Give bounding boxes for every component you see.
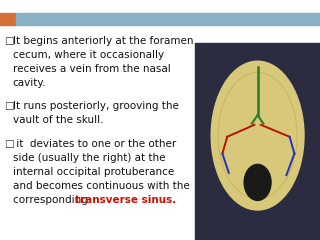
Text: cavity.: cavity. (13, 78, 46, 88)
Text: it  deviates to one or the other: it deviates to one or the other (13, 139, 176, 149)
Text: It begins anteriorly at the foramen: It begins anteriorly at the foramen (13, 36, 193, 46)
Bar (195, 43, 320, 240)
Text: □: □ (4, 101, 14, 111)
Text: side (usually the right) at the: side (usually the right) at the (13, 153, 165, 163)
Text: vault of the skull.: vault of the skull. (13, 115, 103, 125)
Text: □: □ (4, 36, 14, 46)
Text: transverse sinus.: transverse sinus. (75, 195, 176, 205)
Text: receives a vein from the nasal: receives a vein from the nasal (13, 64, 171, 74)
Text: □: □ (4, 139, 14, 149)
Text: It runs posteriorly, grooving the: It runs posteriorly, grooving the (13, 101, 179, 111)
Text: and becomes continuous with the: and becomes continuous with the (13, 181, 189, 191)
Ellipse shape (244, 164, 271, 200)
Ellipse shape (211, 61, 304, 210)
Text: internal occipital protuberance: internal occipital protuberance (13, 167, 174, 177)
Bar (16, 13, 320, 25)
Text: corresponding: corresponding (13, 195, 91, 205)
Bar (0, 13, 16, 25)
Text: cecum, where it occasionally: cecum, where it occasionally (13, 50, 164, 60)
